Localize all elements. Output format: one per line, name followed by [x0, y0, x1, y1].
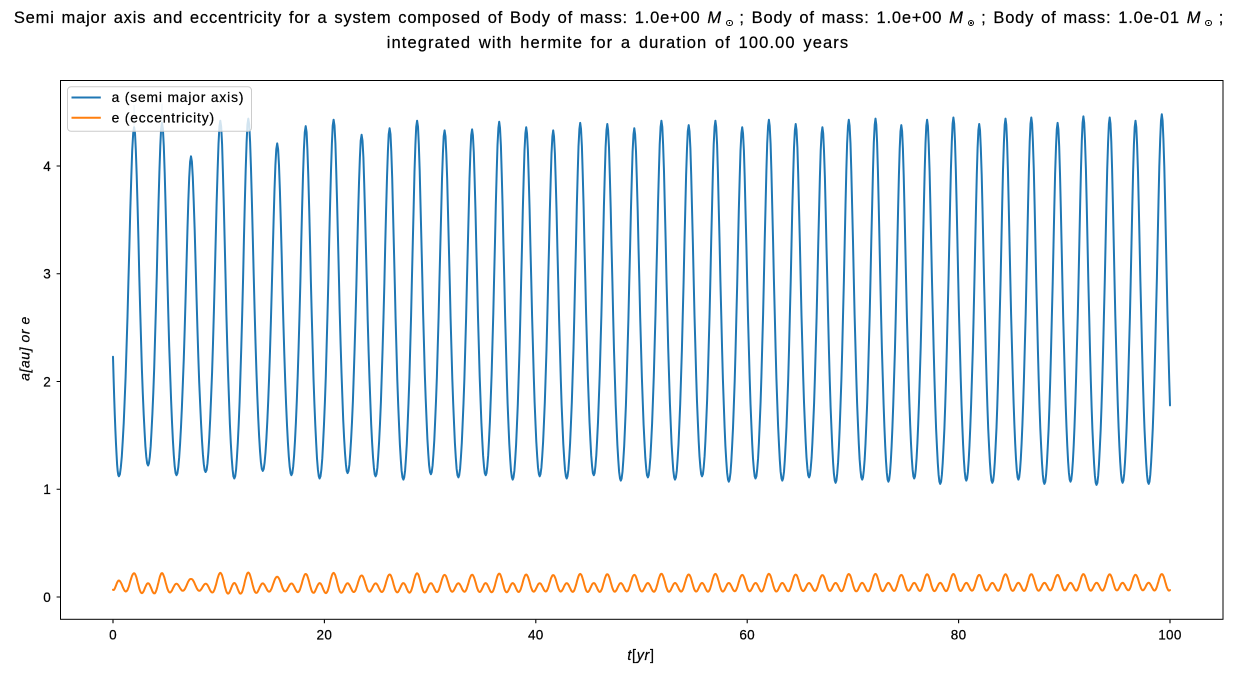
- svg-text:0: 0: [43, 590, 51, 605]
- svg-text:40: 40: [528, 628, 544, 643]
- svg-text:2: 2: [43, 374, 51, 389]
- svg-text:a[au] or e: a[au] or e: [17, 316, 33, 381]
- svg-text:80: 80: [951, 628, 967, 643]
- svg-text:a (semi major axis): a (semi major axis): [112, 90, 245, 105]
- svg-text:0: 0: [109, 628, 117, 643]
- svg-text:100: 100: [1158, 628, 1182, 643]
- svg-text:1: 1: [43, 482, 51, 497]
- svg-text:e (eccentricity): e (eccentricity): [112, 110, 215, 125]
- svg-text:3: 3: [43, 267, 51, 282]
- svg-text:4: 4: [43, 159, 51, 174]
- svg-text:t[yr]: t[yr]: [627, 648, 654, 664]
- svg-text:20: 20: [317, 628, 333, 643]
- svg-text:60: 60: [739, 628, 755, 643]
